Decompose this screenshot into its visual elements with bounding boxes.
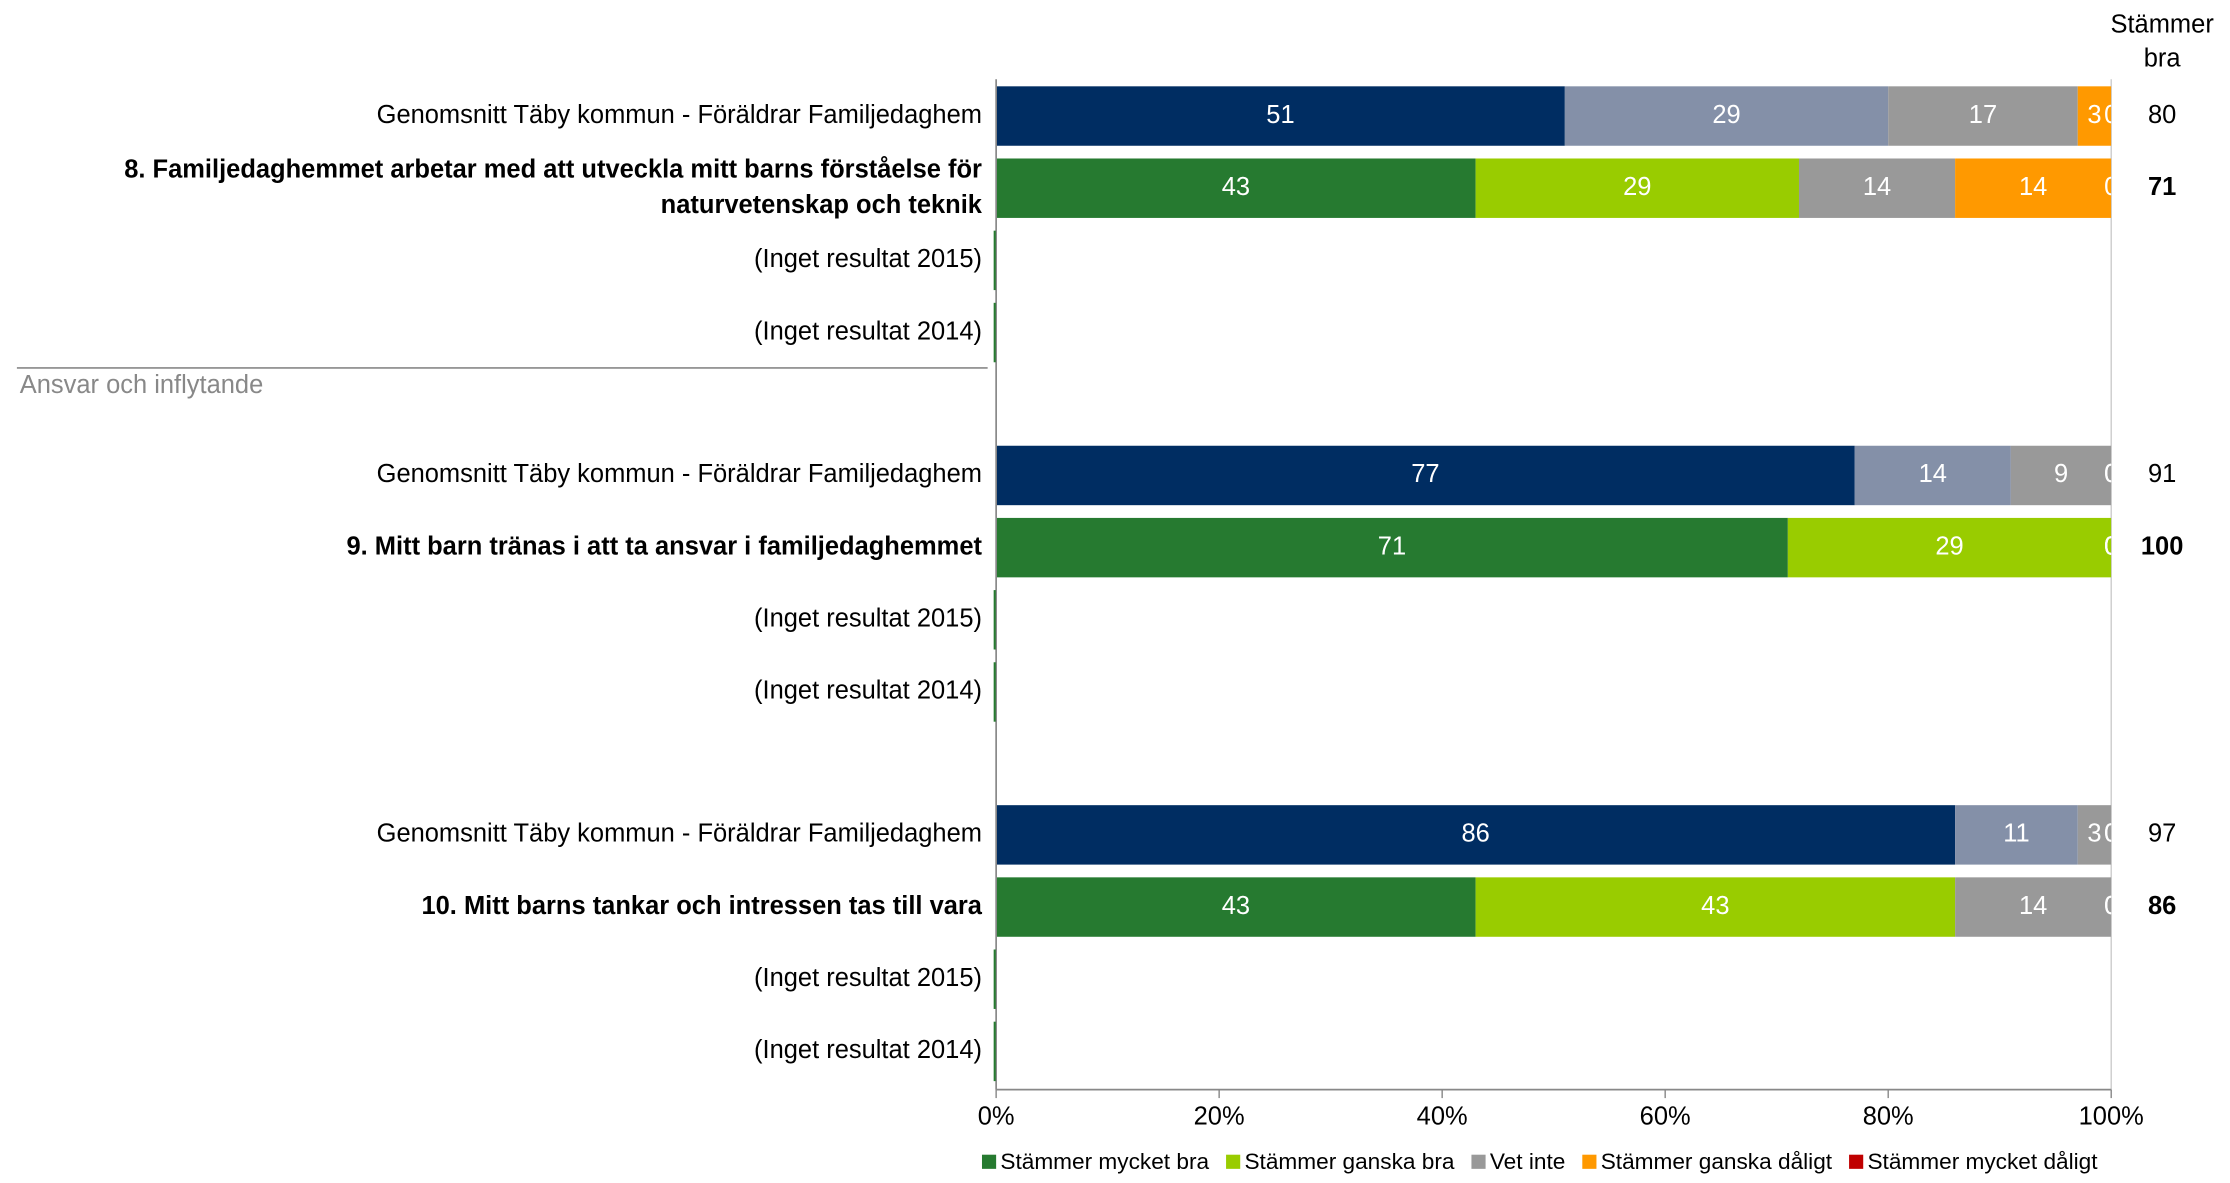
sum-value: 91: [2148, 460, 2176, 488]
bar-segment: [1854, 445, 2011, 506]
data-label: 0: [2104, 892, 2118, 920]
bar-segment: [996, 877, 1476, 937]
data-label: 29: [1712, 101, 1740, 129]
data-label: 43: [1701, 892, 1729, 920]
data-label: 0: [2104, 101, 2118, 129]
bar-segment: [996, 445, 1855, 506]
x-tick-label: 40%: [1417, 1103, 1468, 1131]
sum-value: 80: [2148, 101, 2176, 129]
bar-segment: [1888, 86, 2078, 146]
data-label: 0: [2104, 532, 2118, 560]
data-label: 71: [1378, 532, 1406, 560]
bar-segment: [996, 86, 1565, 146]
data-label: 86: [1461, 820, 1489, 848]
category-label: Genomsnitt Täby kommun - Föräldrar Famil…: [377, 460, 982, 488]
category-label: Genomsnitt Täby kommun - Föräldrar Famil…: [377, 101, 982, 129]
category-label: Genomsnitt Täby kommun - Föräldrar Famil…: [377, 820, 982, 848]
sum-value: 100: [2141, 532, 2184, 560]
data-label: 29: [1935, 532, 1963, 560]
data-label: 17: [1969, 101, 1997, 129]
data-label: 0: [2104, 532, 2118, 560]
bar-segment: [1564, 86, 1889, 146]
data-label: 14: [2019, 892, 2047, 920]
category-label: (Inget resultat 2015): [754, 964, 982, 992]
data-label: 77: [1411, 460, 1439, 488]
bar-segment: [996, 805, 1956, 865]
legend-swatch: [1582, 1154, 1597, 1169]
bar-segment: [1798, 158, 1956, 218]
legend-label: Stämmer ganska bra: [1244, 1149, 1454, 1174]
sum-value: 97: [2148, 820, 2176, 848]
bar-segment: [2077, 86, 2112, 146]
sum-header: Stämmer bra: [2110, 10, 2214, 72]
legend-swatch: [1226, 1154, 1241, 1169]
data-label: 0: [2104, 173, 2118, 201]
data-label: 51: [1266, 101, 1294, 129]
x-tick-label: 60%: [1640, 1103, 1691, 1131]
bar-segment: [1475, 877, 1956, 937]
legend-label: Stämmer mycket dåligt: [1867, 1149, 2098, 1174]
bar-segment: [1475, 158, 1799, 218]
category-label: 10. Mitt barns tankar och intressen tas …: [421, 892, 982, 920]
bar-segment: [996, 158, 1476, 218]
data-label: 0: [2104, 532, 2118, 560]
category-label: (Inget resultat 2015): [754, 245, 982, 273]
x-tick-label: 0%: [978, 1103, 1015, 1131]
data-label: 0: [2104, 460, 2118, 488]
bar-segment: [996, 517, 1788, 578]
section-label: Ansvar och inflytande: [20, 371, 264, 399]
category-label: 9. Mitt barn tränas i att ta ansvar i fa…: [346, 532, 982, 560]
bar-segment: [2010, 445, 2112, 506]
bar-segment: [1955, 158, 2112, 218]
data-label: 0: [2104, 460, 2118, 488]
data-label: 43: [1222, 173, 1250, 201]
data-label: 11: [2003, 820, 2029, 848]
legend-swatch: [1849, 1154, 1864, 1169]
data-label: 14: [1863, 173, 1891, 201]
sum-value: 86: [2148, 892, 2176, 920]
sum-value: 71: [2148, 173, 2176, 201]
data-label: 3: [2087, 820, 2101, 848]
bar-segment: [2077, 805, 2112, 865]
x-tick-label: 100%: [2079, 1103, 2144, 1131]
legend-swatch: [981, 1154, 997, 1169]
x-tick-label: 20%: [1194, 1103, 1245, 1131]
data-label: 0: [2104, 892, 2118, 920]
data-label: 0: [2104, 820, 2118, 848]
bar-segment: [1955, 877, 2112, 937]
data-label: 29: [1623, 173, 1651, 201]
category-label: (Inget resultat 2014): [754, 677, 982, 705]
data-label: 3: [2087, 101, 2101, 129]
legend-label: Stämmer mycket bra: [1000, 1149, 1209, 1174]
data-label: 14: [1919, 460, 1947, 488]
bar-segment: [1787, 517, 2112, 578]
data-label: 14: [2019, 173, 2047, 201]
data-label: 43: [1222, 892, 1250, 920]
data-label: 0: [2104, 820, 2118, 848]
category-label: (Inget resultat 2014): [754, 317, 982, 345]
category-label: (Inget resultat 2014): [754, 1036, 982, 1064]
legend-label: Vet inte: [1490, 1149, 1565, 1174]
category-label: (Inget resultat 2015): [754, 605, 982, 633]
category-label: 8. Familjedaghemmet arbetar med att utve…: [124, 155, 983, 218]
legend-swatch: [1471, 1154, 1486, 1169]
x-tick-label: 80%: [1863, 1103, 1914, 1131]
legend-label: Stämmer ganska dåligt: [1601, 1149, 1833, 1174]
data-label: 9: [2054, 460, 2068, 488]
bar-segment: [1955, 805, 2078, 865]
